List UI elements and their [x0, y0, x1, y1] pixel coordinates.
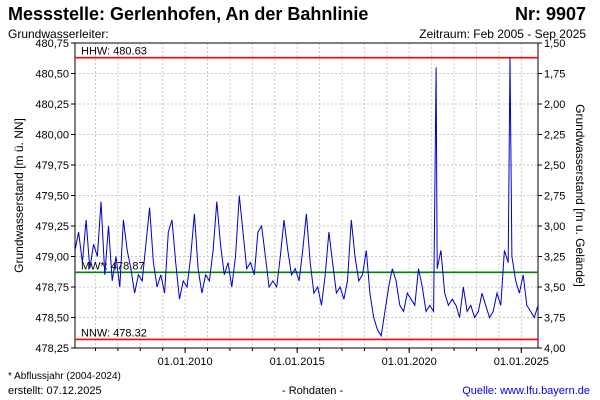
y-tick-label: 480,25 [35, 99, 69, 111]
y-tick-label: 479,25 [35, 221, 69, 233]
reference-label: MW*: 478.87 [81, 260, 145, 272]
station-number: Nr: 9907 [514, 4, 586, 24]
period-label: Zeitraum: Feb 2005 - Sep 2025 [419, 27, 586, 41]
y2-tick-label: 3,00 [544, 221, 565, 233]
y2-tick-label: 1,50 [544, 38, 565, 50]
y-tick-label: 480,50 [35, 69, 69, 81]
y-tick-label: 479,75 [35, 160, 69, 172]
y2-tick-label: 2,50 [544, 160, 565, 172]
aquifer-label: Grundwasserleiter: [8, 27, 109, 41]
reference-label: HHW: 480.63 [81, 46, 147, 58]
footnote: * Abflussjahr (2004-2024) [8, 371, 121, 382]
y2-tick-label: 2,25 [544, 130, 565, 142]
y-tick-label: 478,75 [35, 282, 69, 294]
y-tick-label: 479,50 [35, 191, 69, 203]
source-link[interactable]: Quelle: www.lfu.bayern.de [462, 385, 590, 397]
y-tick-label: 480,75 [35, 38, 69, 50]
y-axis-title: Grundwasserstand [m ü. NN] [12, 118, 26, 273]
plot-frame [74, 42, 539, 349]
x-tick-label: 01.01.2025 [494, 356, 549, 368]
y-tick-label: 480,00 [35, 130, 69, 142]
groundwater-series-line [74, 57, 539, 338]
y-tick-label: 479,00 [35, 252, 69, 264]
y-tick-label: 478,25 [35, 343, 69, 355]
y2-tick-label: 2,00 [544, 99, 565, 111]
y2-tick-label: 2,75 [544, 191, 565, 203]
created-date: erstellt: 07.12.2025 [8, 385, 102, 397]
rawdata-label: - Rohdaten - [282, 385, 344, 397]
reference-label: NNW: 478.32 [81, 327, 147, 339]
x-tick-label: 01.01.2010 [158, 356, 213, 368]
x-tick-label: 01.01.2020 [382, 356, 437, 368]
station-title: Messstelle: Gerlenhofen, An der Bahnlini… [8, 4, 369, 24]
x-tick-label: 01.01.2015 [270, 356, 325, 368]
y2-tick-label: 3,50 [544, 282, 565, 294]
y2-tick-label: 1,75 [544, 69, 565, 81]
y2-tick-label: 4,00 [544, 343, 565, 355]
y2-axis-title: Grundwasserstand [m u. Gelände] [573, 104, 587, 287]
y-tick-label: 478,50 [35, 313, 69, 325]
y2-tick-label: 3,25 [544, 252, 565, 264]
y2-tick-label: 3,75 [544, 313, 565, 325]
